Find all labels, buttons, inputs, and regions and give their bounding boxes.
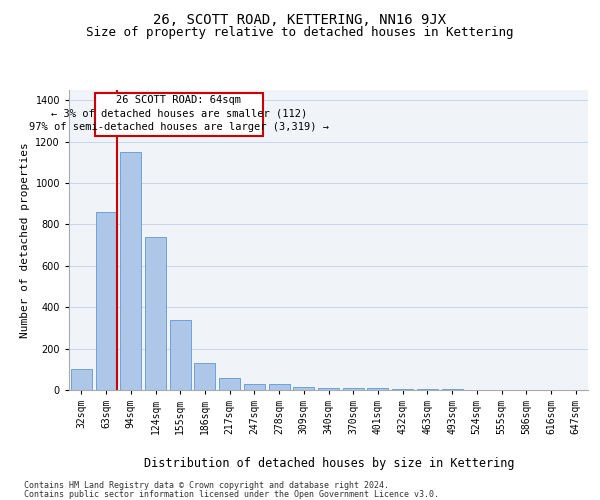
Text: Contains public sector information licensed under the Open Government Licence v3: Contains public sector information licen… xyxy=(24,490,439,499)
Text: Distribution of detached houses by size in Kettering: Distribution of detached houses by size … xyxy=(143,458,514,470)
Text: ← 3% of detached houses are smaller (112): ← 3% of detached houses are smaller (112… xyxy=(51,108,307,118)
Text: 97% of semi-detached houses are larger (3,319) →: 97% of semi-detached houses are larger (… xyxy=(29,122,329,132)
Y-axis label: Number of detached properties: Number of detached properties xyxy=(20,142,30,338)
Text: Size of property relative to detached houses in Kettering: Size of property relative to detached ho… xyxy=(86,26,514,39)
Text: 26 SCOTT ROAD: 64sqm: 26 SCOTT ROAD: 64sqm xyxy=(116,95,241,105)
Bar xyxy=(71,370,92,390)
Text: Contains HM Land Registry data © Crown copyright and database right 2024.: Contains HM Land Registry data © Crown c… xyxy=(24,481,389,490)
Bar xyxy=(367,388,388,390)
Bar xyxy=(170,320,191,390)
Bar xyxy=(95,93,263,136)
Bar xyxy=(95,212,116,390)
Bar xyxy=(145,237,166,390)
Bar xyxy=(219,378,240,390)
Bar xyxy=(194,363,215,390)
Bar xyxy=(269,384,290,390)
Bar xyxy=(244,384,265,390)
Bar xyxy=(120,152,141,390)
Text: 26, SCOTT ROAD, KETTERING, NN16 9JX: 26, SCOTT ROAD, KETTERING, NN16 9JX xyxy=(154,12,446,26)
Bar xyxy=(343,388,364,390)
Bar xyxy=(293,387,314,390)
Bar xyxy=(318,388,339,390)
